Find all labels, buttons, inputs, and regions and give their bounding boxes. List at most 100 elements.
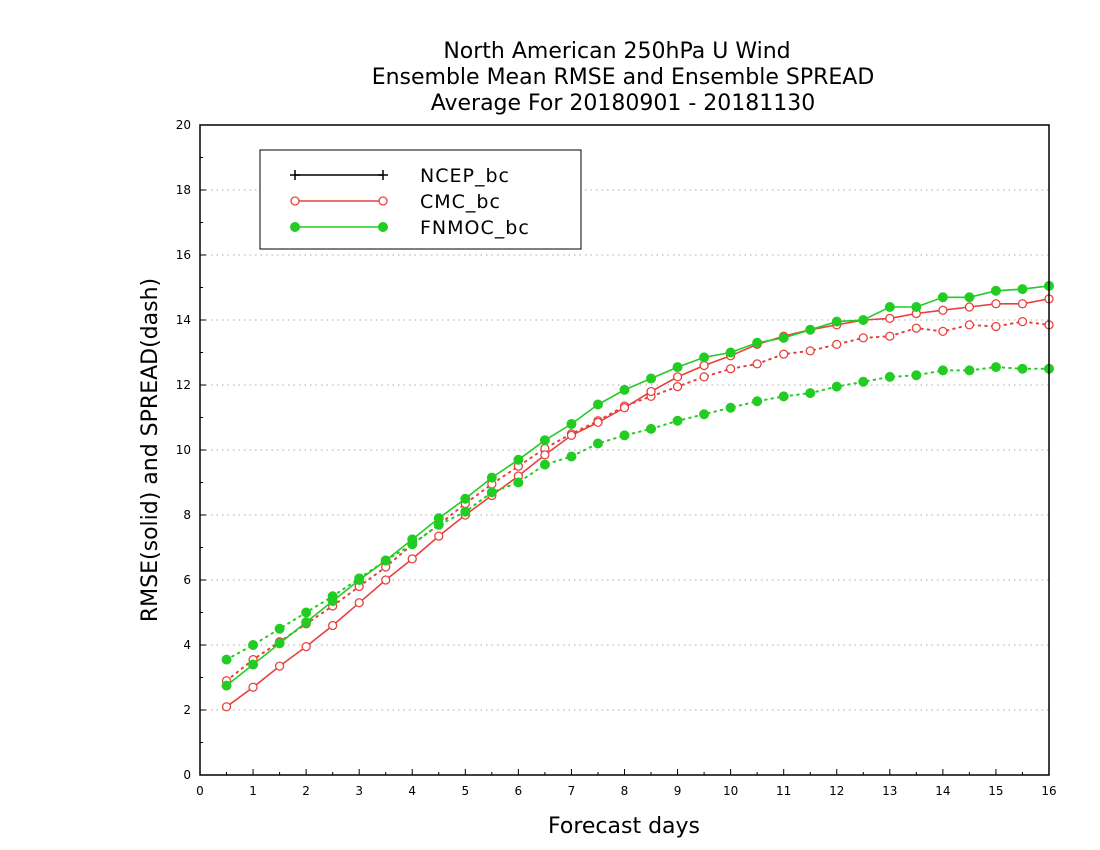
y-tick-label: 6 (183, 573, 191, 587)
data-point (248, 640, 259, 650)
data-point (752, 396, 763, 407)
data-point (1017, 299, 1028, 309)
chart-title: North American 250hPa U Wind Ensemble Me… (372, 39, 875, 116)
data-point (566, 419, 577, 429)
y-tick-label: 18 (176, 183, 191, 197)
y-axis-title: RMSE(solid) and SPREAD(dash) (138, 278, 163, 622)
data-point (592, 438, 603, 449)
legend-item-FNMOC_bc: FNMOC_bc (290, 217, 530, 239)
x-tick-label: 8 (621, 784, 629, 798)
data-point (858, 333, 868, 343)
legend-marker (290, 222, 300, 232)
data-point (380, 555, 391, 566)
data-point (911, 370, 922, 381)
data-point (274, 661, 285, 671)
x-tick-label: 10 (723, 784, 738, 798)
data-point (646, 386, 656, 397)
grid-lines (200, 189, 1049, 711)
legend-marker (290, 170, 300, 180)
legend-box (259, 149, 582, 250)
data-point (566, 451, 577, 462)
data-point (990, 362, 1001, 373)
series-FNMOC_bc-rmse (221, 280, 1054, 691)
data-point (646, 373, 657, 384)
data-point (1017, 284, 1028, 295)
chart-title-line-1: North American 250hPa U Wind (443, 39, 790, 64)
y-tick-label: 12 (176, 378, 191, 392)
data-point (619, 384, 630, 395)
data-point (831, 381, 842, 392)
data-point (539, 459, 550, 470)
data-point (354, 598, 364, 608)
x-tick-label: 4 (408, 784, 416, 798)
legend-label: FNMOC_bc (420, 217, 530, 239)
data-point (964, 365, 975, 376)
data-point (274, 638, 285, 649)
x-axis: 0 1 2 3 4 5 6 7 8 9 10 11 12 13 14 15 16 (196, 769, 1057, 798)
series-FNMOC_bc-spread (221, 362, 1054, 665)
y-tick-label: 4 (183, 638, 191, 652)
data-point (778, 391, 789, 402)
y-tick-label: 10 (176, 443, 191, 457)
legend-item-NCEP_bc: NCEP_bc (290, 165, 510, 187)
data-point (486, 472, 497, 483)
x-tick-label: 11 (776, 784, 791, 798)
data-point (885, 331, 895, 341)
data-point (805, 346, 815, 356)
legend-label: NCEP_bc (420, 165, 510, 187)
series-line (226, 298, 1050, 708)
data-point (672, 362, 683, 373)
data-point (381, 575, 391, 585)
data-point (991, 321, 1001, 332)
y-tick-label: 2 (183, 703, 191, 717)
data-point (672, 415, 683, 426)
series-CMC_bc-rmse (221, 294, 1054, 712)
data-point (434, 531, 444, 541)
series-line (225, 320, 1050, 682)
legend-label: CMC_bc (420, 191, 501, 213)
data-point (248, 659, 259, 670)
data-point (779, 349, 789, 359)
x-tick-label: 0 (196, 784, 204, 798)
series-layer (221, 280, 1054, 712)
x-tick-label: 15 (988, 784, 1003, 798)
data-point (937, 292, 948, 303)
data-point (805, 324, 816, 335)
y-tick-label: 16 (176, 248, 191, 262)
data-point (646, 423, 657, 434)
data-point (221, 680, 232, 691)
data-point (1017, 363, 1028, 374)
data-point (566, 430, 577, 441)
chart-title-line-3: Average For 20180901 - 20181130 (431, 91, 816, 116)
x-tick-label: 7 (568, 784, 576, 798)
data-point (832, 339, 842, 350)
x-tick-label: 5 (461, 784, 469, 798)
x-tick-label: 13 (882, 784, 897, 798)
data-point (540, 450, 550, 460)
data-point (699, 409, 710, 420)
data-point (460, 493, 471, 504)
data-point (328, 620, 338, 631)
x-tick-label: 1 (249, 784, 257, 798)
legend-marker (378, 222, 388, 232)
data-point (221, 654, 232, 665)
data-point (301, 641, 311, 652)
data-point (433, 513, 444, 524)
data-point (911, 302, 922, 312)
data-point (699, 352, 710, 363)
data-point (699, 360, 709, 371)
legend-marker (290, 196, 300, 206)
data-point (858, 315, 869, 325)
data-point (725, 402, 736, 413)
data-point (274, 623, 285, 634)
x-tick-label: 12 (829, 784, 844, 798)
data-point (938, 305, 948, 315)
data-point (964, 292, 975, 303)
data-point (593, 417, 603, 428)
data-point (805, 388, 816, 399)
data-point (1017, 316, 1028, 327)
data-point (885, 313, 895, 324)
data-point (911, 323, 921, 333)
data-point (327, 596, 338, 607)
